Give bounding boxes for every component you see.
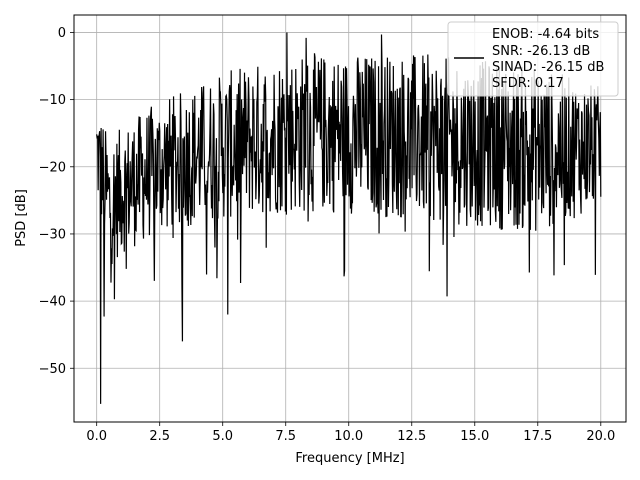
x-tick-label: 0.0 [86, 429, 107, 444]
legend: ENOB: -4.64 bits SNR: -26.13 dB SINAD: -… [447, 21, 619, 97]
x-tick-label: 12.5 [397, 429, 426, 444]
x-tick-label: 17.5 [523, 429, 552, 444]
x-tick-label: 20.0 [586, 429, 615, 444]
x-axis: 0.0 2.5 5.0 7.5 10.0 12.5 15.0 17.5 20.0 [86, 422, 615, 444]
legend-box [447, 21, 619, 97]
y-tick-label: 0 [58, 26, 66, 41]
y-axis: 0 −10 −20 −30 −40 −50 [39, 26, 74, 377]
y-tick-label: −40 [39, 295, 66, 310]
x-tick-label: 10.0 [334, 429, 363, 444]
y-tick-label: −20 [39, 160, 66, 175]
x-tick-label: 15.0 [460, 429, 489, 444]
x-tick-label: 2.5 [149, 429, 170, 444]
x-axis-label: Frequency [MHz] [295, 451, 404, 466]
x-tick-label: 5.0 [212, 429, 233, 444]
y-axis-label: PSD [dB] [14, 189, 29, 247]
legend-entry-sfdr: SFDR: 0.17 [492, 76, 564, 91]
legend-entry-snr: SNR: -26.13 dB [492, 44, 590, 59]
x-tick-label: 7.5 [275, 429, 296, 444]
plot-frame [73, 14, 627, 423]
legend-entry-enob: ENOB: -4.64 bits [492, 27, 599, 42]
legend-entry-sinad: SINAD: -26.15 dB [492, 60, 604, 75]
y-tick-label: −50 [39, 362, 66, 377]
y-tick-label: −10 [39, 93, 66, 108]
y-tick-label: −30 [39, 227, 66, 242]
